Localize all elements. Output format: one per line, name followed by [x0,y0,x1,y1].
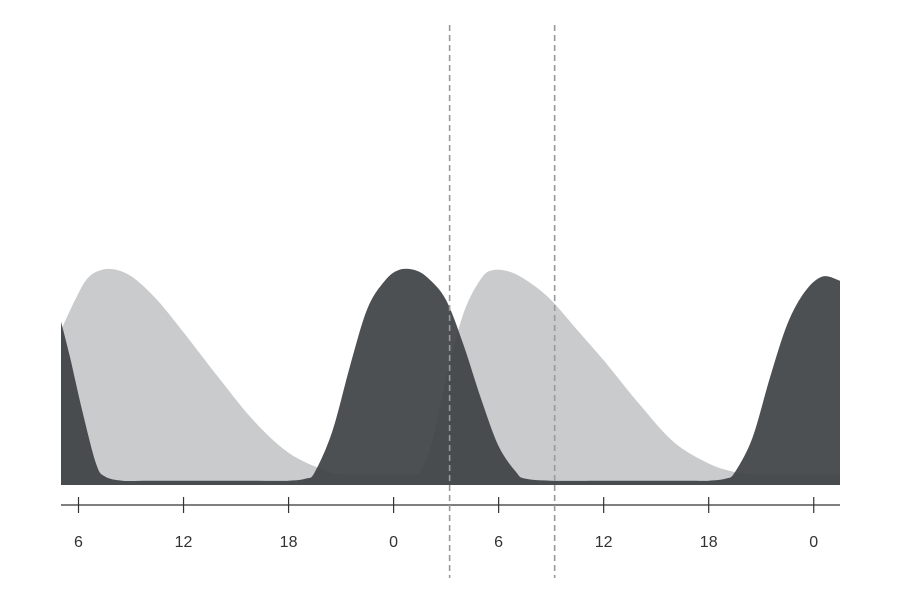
area-layer [61,268,840,485]
series-area-2 [61,268,840,485]
x-tick-label: 18 [700,534,718,551]
x-tick-label: 6 [494,534,503,551]
x-tick-label: 18 [280,534,298,551]
x-tick-label: 0 [389,534,398,551]
reference-lines [448,25,556,578]
x-ticks: 6 12 18 0 6 12 18 0 [74,497,818,551]
x-tick-label: 0 [809,534,818,551]
x-tick-label: 12 [175,534,193,551]
x-tick-label: 12 [595,534,613,551]
x-tick-label: 6 [74,534,83,551]
